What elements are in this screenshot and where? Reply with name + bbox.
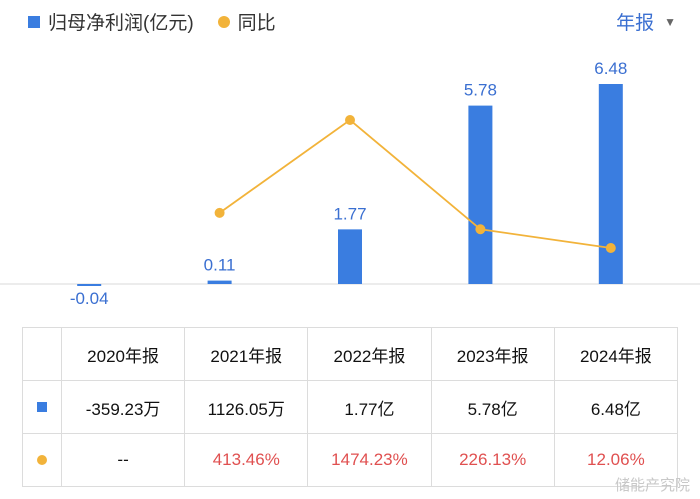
table-cell: 1.77亿 (307, 380, 432, 434)
data-table: 2020年报 2021年报 2022年报 2023年报 2024年报 -359.… (22, 327, 679, 487)
bar (468, 105, 493, 284)
profit-row-icon-cell (22, 380, 62, 434)
table-cell: 12.06% (553, 433, 679, 487)
line-series-dot-icon (37, 455, 47, 465)
bar-value-label: 5.78 (464, 81, 497, 100)
line-series-legend-label: 同比 (237, 13, 276, 34)
yoy-line (219, 118, 611, 249)
table-header-row: 2020年报 2021年报 2022年报 2023年报 2024年报 (22, 327, 679, 381)
profit-chart: -0.04 0.11 1.77 5.78 6.48 (0, 59, 700, 308)
yoy-row-icon-cell (22, 433, 62, 487)
table-header-cell: 2024年报 (553, 327, 679, 381)
yoy-point (475, 224, 486, 235)
header-corner-cell (22, 327, 62, 381)
yoy-point (214, 207, 225, 218)
yoy-point (345, 115, 355, 125)
bar (598, 84, 623, 284)
chart-legend: 归母净利润(亿元) 同比 (28, 8, 276, 35)
table-cell: 6.48亿 (553, 380, 679, 434)
table-cell: 1474.23% (307, 433, 432, 487)
bar (207, 280, 232, 284)
table-cell: 226.13% (430, 433, 555, 487)
bar-value-label: 1.77 (333, 204, 366, 223)
table-cell: -359.23万 (60, 380, 186, 434)
bar-value-label: -0.04 (70, 289, 109, 308)
table-cell: 1126.05万 (184, 380, 309, 434)
table-cell: 5.78亿 (430, 380, 555, 434)
bar (338, 229, 362, 284)
bar-value-label: 6.48 (594, 59, 627, 78)
table-header-cell: 2021年报 (184, 327, 309, 381)
period-selector-label: 年报 (616, 13, 655, 34)
bar-series-swatch (28, 15, 40, 28)
bar-series-legend-label: 归母净利润(亿元) (48, 13, 194, 34)
table-row-profit: -359.23万 1126.05万 1.77亿 5.78亿 6.48亿 (22, 380, 679, 434)
period-selector[interactable]: 年报 ▼ (616, 8, 676, 35)
bar-value-label: 0.11 (204, 256, 236, 275)
table-header-cell: 2022年报 (307, 327, 432, 381)
table-header-cell: 2023年报 (430, 327, 555, 381)
watermark: 储能产究院 (614, 477, 690, 494)
table-row-yoy: -- 413.46% 1474.23% 226.13% 12.06% (22, 433, 679, 487)
table-header-cell: 2020年报 (60, 327, 186, 381)
table-cell: -- (60, 433, 186, 487)
line-series-swatch (217, 15, 230, 28)
bar-series-square-icon (37, 402, 47, 412)
yoy-point (605, 243, 616, 253)
chevron-down-icon: ▼ (664, 14, 676, 29)
table-cell: 413.46% (184, 433, 309, 487)
bar (77, 284, 102, 286)
